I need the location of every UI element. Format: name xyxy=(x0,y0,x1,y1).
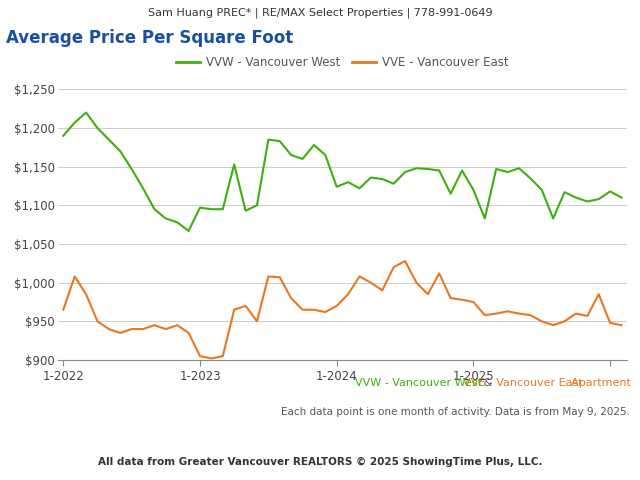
Text: : Apartment: : Apartment xyxy=(564,378,630,388)
Text: &: & xyxy=(480,378,495,388)
Text: All data from Greater Vancouver REALTORS © 2025 ShowingTime Plus, LLC.: All data from Greater Vancouver REALTORS… xyxy=(98,457,542,467)
Text: Sam Huang PREC* | RE/MAX Select Properties | 778-991-0649: Sam Huang PREC* | RE/MAX Select Properti… xyxy=(148,8,492,18)
Text: VVW - Vancouver West: VVW - Vancouver West xyxy=(355,378,483,388)
Text: Each data point is one month of activity. Data is from May 9, 2025.: Each data point is one month of activity… xyxy=(282,407,630,417)
Legend: VVW - Vancouver West, VVE - Vancouver East: VVW - Vancouver West, VVE - Vancouver Ea… xyxy=(172,51,513,74)
Text: VVE - Vancouver East: VVE - Vancouver East xyxy=(463,378,582,388)
Text: Average Price Per Square Foot: Average Price Per Square Foot xyxy=(6,29,294,48)
